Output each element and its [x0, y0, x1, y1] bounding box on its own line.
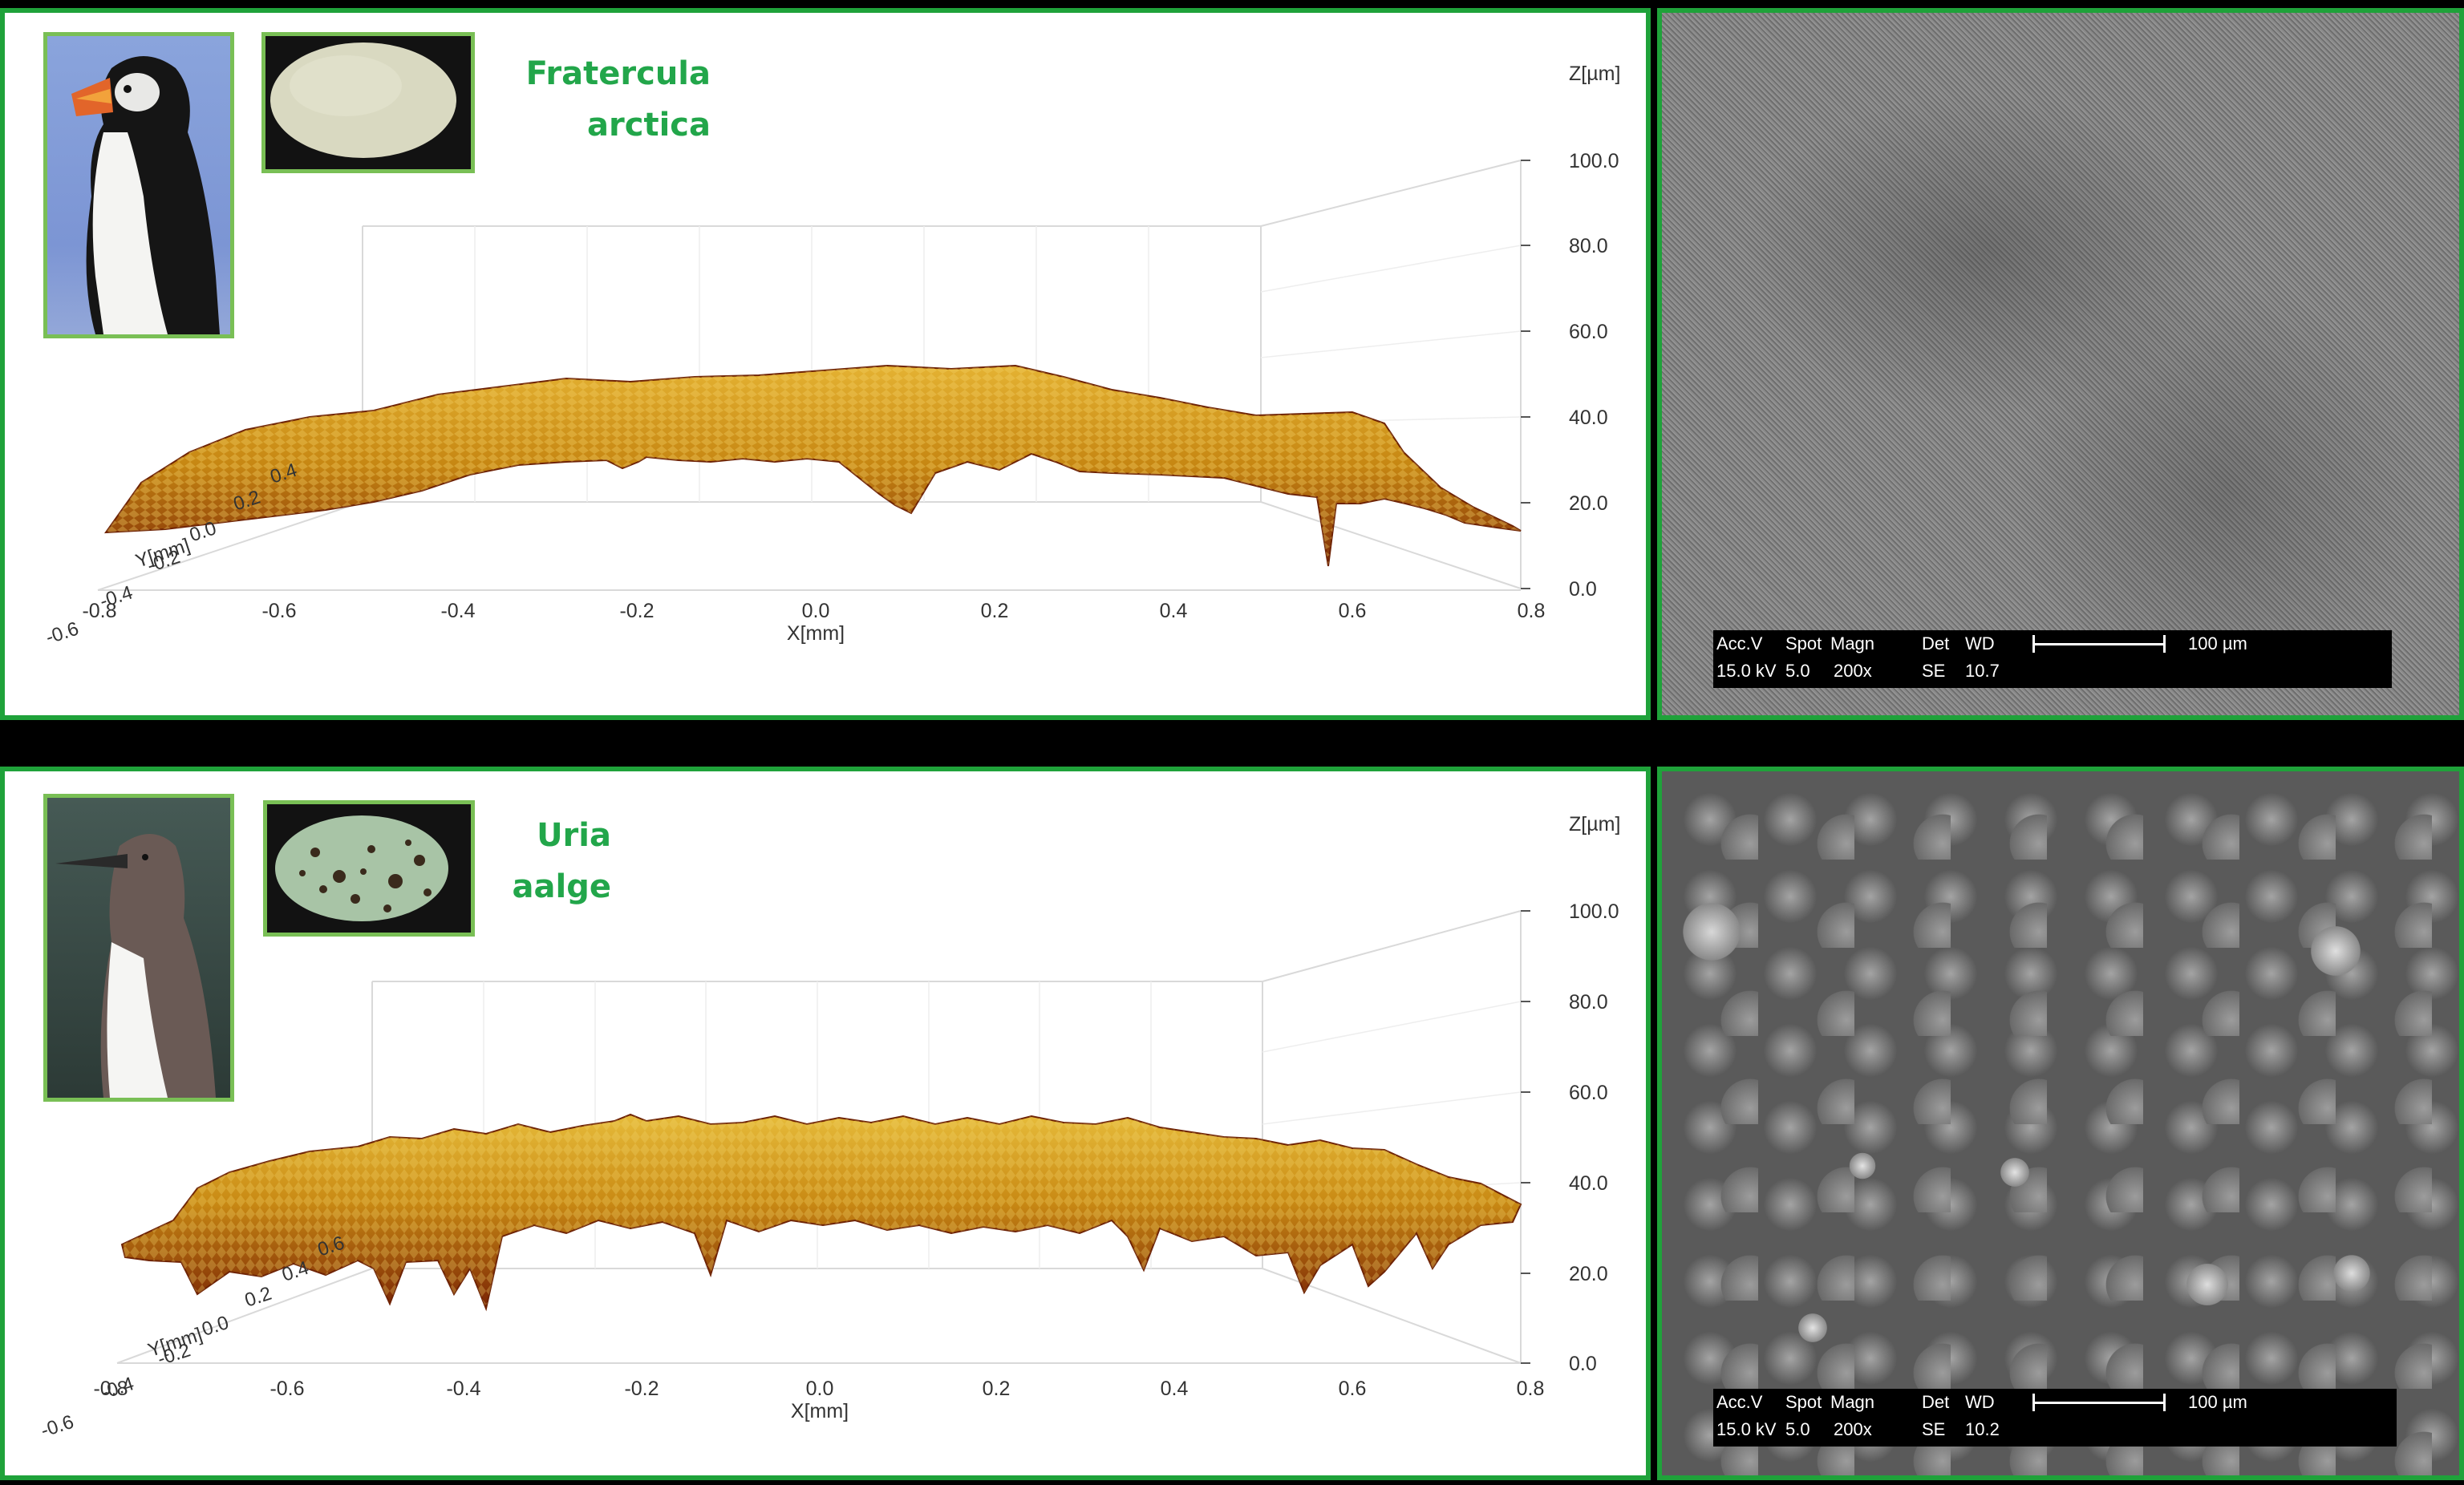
sem-scale-bar: [2032, 1394, 2166, 1411]
x-tick: 0.6: [1339, 600, 1367, 622]
x-tick: 0.2: [981, 600, 1009, 622]
z-tick: 60.0: [1569, 1082, 1608, 1104]
z-tick: 40.0: [1569, 407, 1608, 429]
x-axis-label: X[mm]: [791, 1400, 849, 1422]
z-tick: 0.0: [1569, 578, 1597, 601]
sem-scale-bar: [2032, 635, 2166, 653]
y-tick: -0.6: [43, 618, 82, 649]
z-tick: 100.0: [1569, 900, 1619, 923]
x-tick: -0.6: [270, 1378, 304, 1400]
x-tick: -0.8: [82, 600, 116, 622]
x-tick: 0.8: [1517, 1378, 1545, 1400]
x-tick: 0.0: [802, 600, 830, 622]
sem-det-value: SE: [1922, 1419, 1946, 1439]
sem-scale-label: 100 µm: [2188, 1392, 2247, 1412]
x-axis-label: X[mm]: [787, 622, 845, 645]
egg-icon: [275, 815, 448, 921]
sem-info-bar: Acc.V Spot Magn Det WD 15.0 kV 5.0 200x …: [1713, 1389, 2397, 1447]
murre-illustration: [55, 834, 217, 1098]
sem-magn-value: 200x: [1834, 1419, 1872, 1439]
x-tick: 0.8: [1518, 600, 1546, 622]
sem-micrograph-bottom: Acc.V Spot Magn Det WD 15.0 kV 5.0 200x …: [1657, 767, 2464, 1480]
sem-scale-label: 100 µm: [2188, 633, 2247, 653]
sem-det-label: Det: [1922, 1392, 1950, 1412]
sem-info-bar: Acc.V Spot Magn Det WD 15.0 kV 5.0 200x …: [1713, 630, 2392, 688]
murre-photo: [43, 794, 234, 1102]
surface-profile-chart-top: Z[µm] 100.0 80.0 60.0 40.0 20.0 0.0 -0.8…: [43, 63, 1621, 649]
sem-spot-label: Spot: [1785, 633, 1822, 653]
x-tick: 0.6: [1339, 1378, 1367, 1400]
sem-spot-value: 5.0: [1785, 661, 1810, 681]
z-axis-label: Z[µm]: [1569, 63, 1620, 85]
sem-acc-label: Acc.V: [1716, 1392, 1763, 1412]
sem-wd-label: WD: [1965, 633, 1995, 653]
puffin-photo: [43, 32, 234, 338]
sem-micrograph-top: Acc.V Spot Magn Det WD 15.0 kV 5.0 200x …: [1657, 8, 2464, 720]
z-tick: 100.0: [1569, 150, 1619, 172]
x-tick: -0.2: [624, 1378, 659, 1400]
profile-panel-bottom: Uria aalge: [0, 767, 1651, 1480]
egg-icon: [270, 42, 456, 158]
species-name-bottom: Uria aalge: [512, 817, 611, 905]
sem-det-value: SE: [1922, 661, 1946, 681]
sem-wd-label: WD: [1965, 1392, 1995, 1412]
surface-profile-chart-bottom: Z[µm] 100.0 80.0 60.0 40.0 20.0 0.0 -0.8…: [38, 813, 1621, 1442]
x-tick: -0.4: [446, 1378, 480, 1400]
y-tick: -0.6: [38, 1411, 77, 1442]
x-tick: -0.8: [93, 1378, 128, 1400]
sem-acc-label: Acc.V: [1716, 633, 1763, 653]
z-tick: 0.0: [1569, 1353, 1597, 1375]
species-name-top: Fratercula arctica: [525, 55, 711, 144]
puffin-illustration: [71, 56, 220, 334]
sem-det-label: Det: [1922, 633, 1950, 653]
x-tick: 0.4: [1160, 600, 1188, 622]
z-tick: 20.0: [1569, 1263, 1608, 1285]
sem-acc-value: 15.0 kV: [1716, 1419, 1777, 1439]
sem-acc-value: 15.0 kV: [1716, 661, 1777, 681]
sem-spot-value: 5.0: [1785, 1419, 1810, 1439]
sem-magn-value: 200x: [1834, 661, 1872, 681]
y-tick: 0.0: [199, 1312, 231, 1341]
sem-wd-value: 10.2: [1965, 1419, 2000, 1439]
z-tick: 80.0: [1569, 235, 1608, 257]
z-tick: 40.0: [1569, 1172, 1608, 1195]
z-tick: 60.0: [1569, 321, 1608, 343]
sem-spot-label: Spot: [1785, 1392, 1822, 1412]
x-tick: 0.2: [983, 1378, 1011, 1400]
sem-wd-value: 10.7: [1965, 661, 2000, 681]
z-tick: 80.0: [1569, 991, 1608, 1014]
x-tick: -0.2: [619, 600, 654, 622]
puffin-egg-photo: [261, 32, 475, 173]
profile-panel-top: Fratercula arctica: [0, 8, 1651, 720]
sem-magn-label: Magn: [1830, 633, 1875, 653]
murre-egg-photo: [263, 800, 475, 937]
sem-magn-label: Magn: [1830, 1392, 1875, 1412]
x-tick: 0.4: [1161, 1378, 1189, 1400]
x-tick: -0.6: [261, 600, 296, 622]
x-tick: -0.4: [440, 600, 475, 622]
z-tick: 20.0: [1569, 492, 1608, 515]
y-tick: -0.4: [97, 582, 136, 613]
z-axis-label: Z[µm]: [1569, 813, 1620, 836]
x-tick: 0.0: [806, 1378, 834, 1400]
